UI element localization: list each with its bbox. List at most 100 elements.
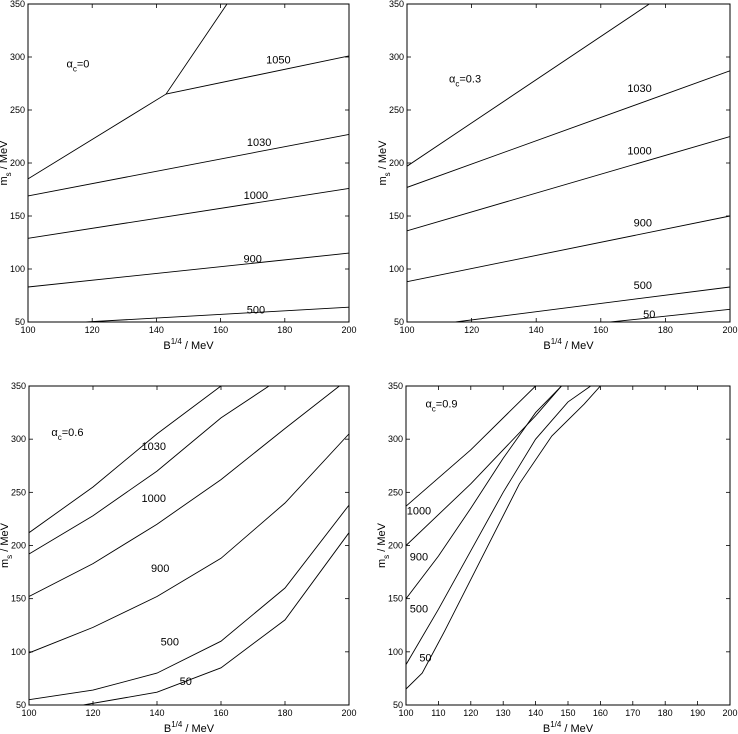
curve-label: 1030	[142, 441, 166, 453]
x-tick-label: 140	[149, 325, 164, 335]
x-tick-label: 140	[528, 708, 543, 718]
y-tick-label: 350	[10, 0, 25, 9]
curve-label: 500	[410, 603, 428, 615]
y-tick-label: 200	[11, 541, 26, 551]
x-axis-label: B1/4 / MeV	[543, 337, 594, 352]
y-tick-label: 250	[10, 105, 25, 115]
series-line-500	[455, 286, 730, 322]
y-tick-label: 200	[10, 158, 25, 168]
y-tick-label: 250	[389, 105, 404, 115]
x-tick-label: 160	[593, 708, 608, 718]
x-tick-label: 170	[625, 708, 640, 718]
chart-panel-2: 100 120 140 160 180 2005010015020025030035010…	[377, 0, 738, 352]
series-line-900	[29, 433, 349, 654]
series-line-1030	[407, 70, 730, 188]
x-tick-label: 100	[398, 708, 413, 718]
alpha-c-annotation: αc=0	[67, 59, 90, 74]
alpha-c-annotation: αc=0.9	[425, 398, 457, 413]
curve-label: 50	[419, 652, 431, 664]
y-tick-label: 300	[388, 434, 403, 444]
plot-frame	[27, 3, 350, 323]
y-tick-label: 300	[11, 434, 26, 444]
curve-label: 900	[634, 218, 652, 230]
series-line-50	[83, 532, 349, 705]
y-tick-label: 150	[388, 594, 403, 604]
y-tick-label: 50	[393, 700, 403, 710]
y-axis-label: ms / MeV	[0, 522, 14, 568]
series-line-1030	[28, 133, 349, 197]
y-tick-label: 350	[389, 0, 404, 9]
x-tick-label: 100	[399, 325, 414, 335]
y-axis-label: ms / MeV	[377, 140, 392, 186]
x-tick-label: 200	[341, 708, 356, 718]
x-axis-label: B1/4 / MeV	[163, 337, 214, 352]
curve-label: 900	[151, 563, 169, 575]
plot-frame	[405, 385, 731, 706]
x-tick-label: 140	[149, 708, 164, 718]
chart-panel-4: 100 110 120 130 140 150 160 170 180 190 2005010015…	[376, 381, 738, 734]
series-line-boundary	[29, 386, 222, 534]
x-tick-label: 190	[690, 708, 705, 718]
y-tick-label: 250	[388, 487, 403, 497]
curve-label: 500	[161, 636, 179, 648]
curve-label: 500	[634, 280, 652, 292]
y-axis-label: ms / MeV	[0, 140, 13, 186]
y-tick-label: 50	[15, 317, 25, 327]
curve-label: 50	[643, 309, 655, 321]
y-tick-label: 150	[11, 594, 26, 604]
y-tick-label: 50	[16, 700, 26, 710]
curve-label: 1030	[627, 83, 651, 95]
series-line-1050	[165, 55, 349, 95]
x-tick-label: 120	[464, 325, 479, 335]
series-line-500	[406, 386, 591, 665]
y-tick-label: 350	[388, 381, 403, 391]
x-tick-label: 120	[85, 708, 100, 718]
curve-label: 500	[247, 305, 265, 317]
curve-label: 50	[180, 676, 192, 688]
curve-label: 1000	[627, 146, 651, 158]
x-tick-label: 180	[658, 325, 673, 335]
curve-label: 1000	[407, 506, 431, 518]
series-line-500	[85, 306, 349, 322]
series-line-1000	[28, 187, 349, 239]
plot-frame	[406, 3, 731, 323]
y-tick-label: 150	[389, 211, 404, 221]
curve-label: 1000	[244, 190, 268, 202]
curve-label: 900	[410, 551, 428, 563]
curve-label: 900	[244, 254, 262, 266]
x-tick-label: 180	[277, 708, 292, 718]
x-tick-label: 100	[21, 708, 36, 718]
x-tick-label: 200	[722, 708, 737, 718]
series-line-900	[28, 252, 349, 288]
curve-label: 1000	[142, 493, 166, 505]
x-axis-label: B1/4 / MeV	[543, 720, 594, 734]
series-line-500	[29, 504, 349, 701]
y-tick-label: 200	[388, 541, 403, 551]
x-tick-label: 140	[529, 325, 544, 335]
y-tick-label: 300	[10, 52, 25, 62]
y-tick-label: 100	[388, 647, 403, 657]
y-axis-label: ms / MeV	[376, 522, 391, 568]
x-tick-label: 160	[213, 708, 228, 718]
x-tick-label: 180	[658, 708, 673, 718]
series-line-50	[406, 386, 601, 690]
series-line-1030	[29, 386, 270, 555]
x-tick-label: 200	[341, 325, 356, 335]
x-axis-label: B1/4 / MeV	[164, 720, 215, 734]
y-tick-label: 150	[10, 211, 25, 221]
series-line-50	[610, 308, 730, 322]
series-line-1000	[406, 386, 562, 546]
x-tick-label: 160	[213, 325, 228, 335]
x-tick-label: 150	[560, 708, 575, 718]
alpha-c-annotation: αc=0.3	[449, 73, 481, 88]
x-tick-label: 160	[593, 325, 608, 335]
alpha-c-annotation: αc=0.6	[51, 427, 83, 442]
chart-panel-3: 100 120 140 160 180 2005010015020025030035010…	[0, 381, 357, 734]
y-tick-label: 100	[10, 264, 25, 274]
series-line-1000	[29, 386, 340, 597]
x-tick-label: 120	[463, 708, 478, 718]
curve-label: 1050	[266, 54, 290, 66]
curve-label: 1030	[247, 137, 271, 149]
x-tick-label: 200	[722, 325, 737, 335]
